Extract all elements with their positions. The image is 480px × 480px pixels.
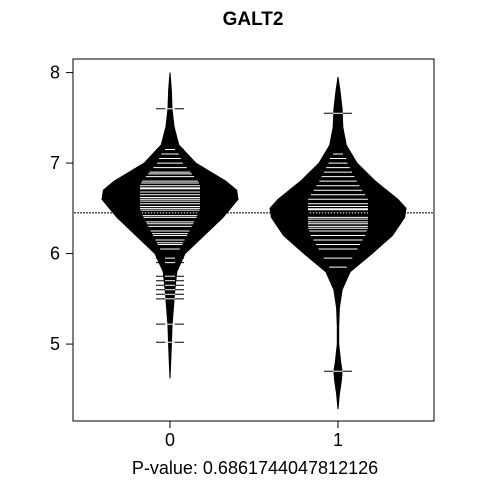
y-tick-label: 8 <box>50 63 60 83</box>
bean-1 <box>269 77 407 410</box>
bean-density-1 <box>269 77 407 410</box>
beans-layer <box>101 72 407 410</box>
y-tick-label: 7 <box>50 153 60 173</box>
plot-frame <box>72 58 435 422</box>
y-tick-label: 6 <box>50 244 60 264</box>
x-axis-label: P-value: 0.6861744047812126 <box>132 458 378 478</box>
y-axis: 5 6 7 8 <box>50 63 73 354</box>
bean-0 <box>101 72 239 379</box>
x-tick-label: 0 <box>165 430 175 450</box>
y-tick-label: 5 <box>50 334 60 354</box>
bean-density-0 <box>101 72 239 379</box>
chart-title: GALT2 <box>223 9 284 30</box>
x-tick-label: 1 <box>333 430 343 450</box>
